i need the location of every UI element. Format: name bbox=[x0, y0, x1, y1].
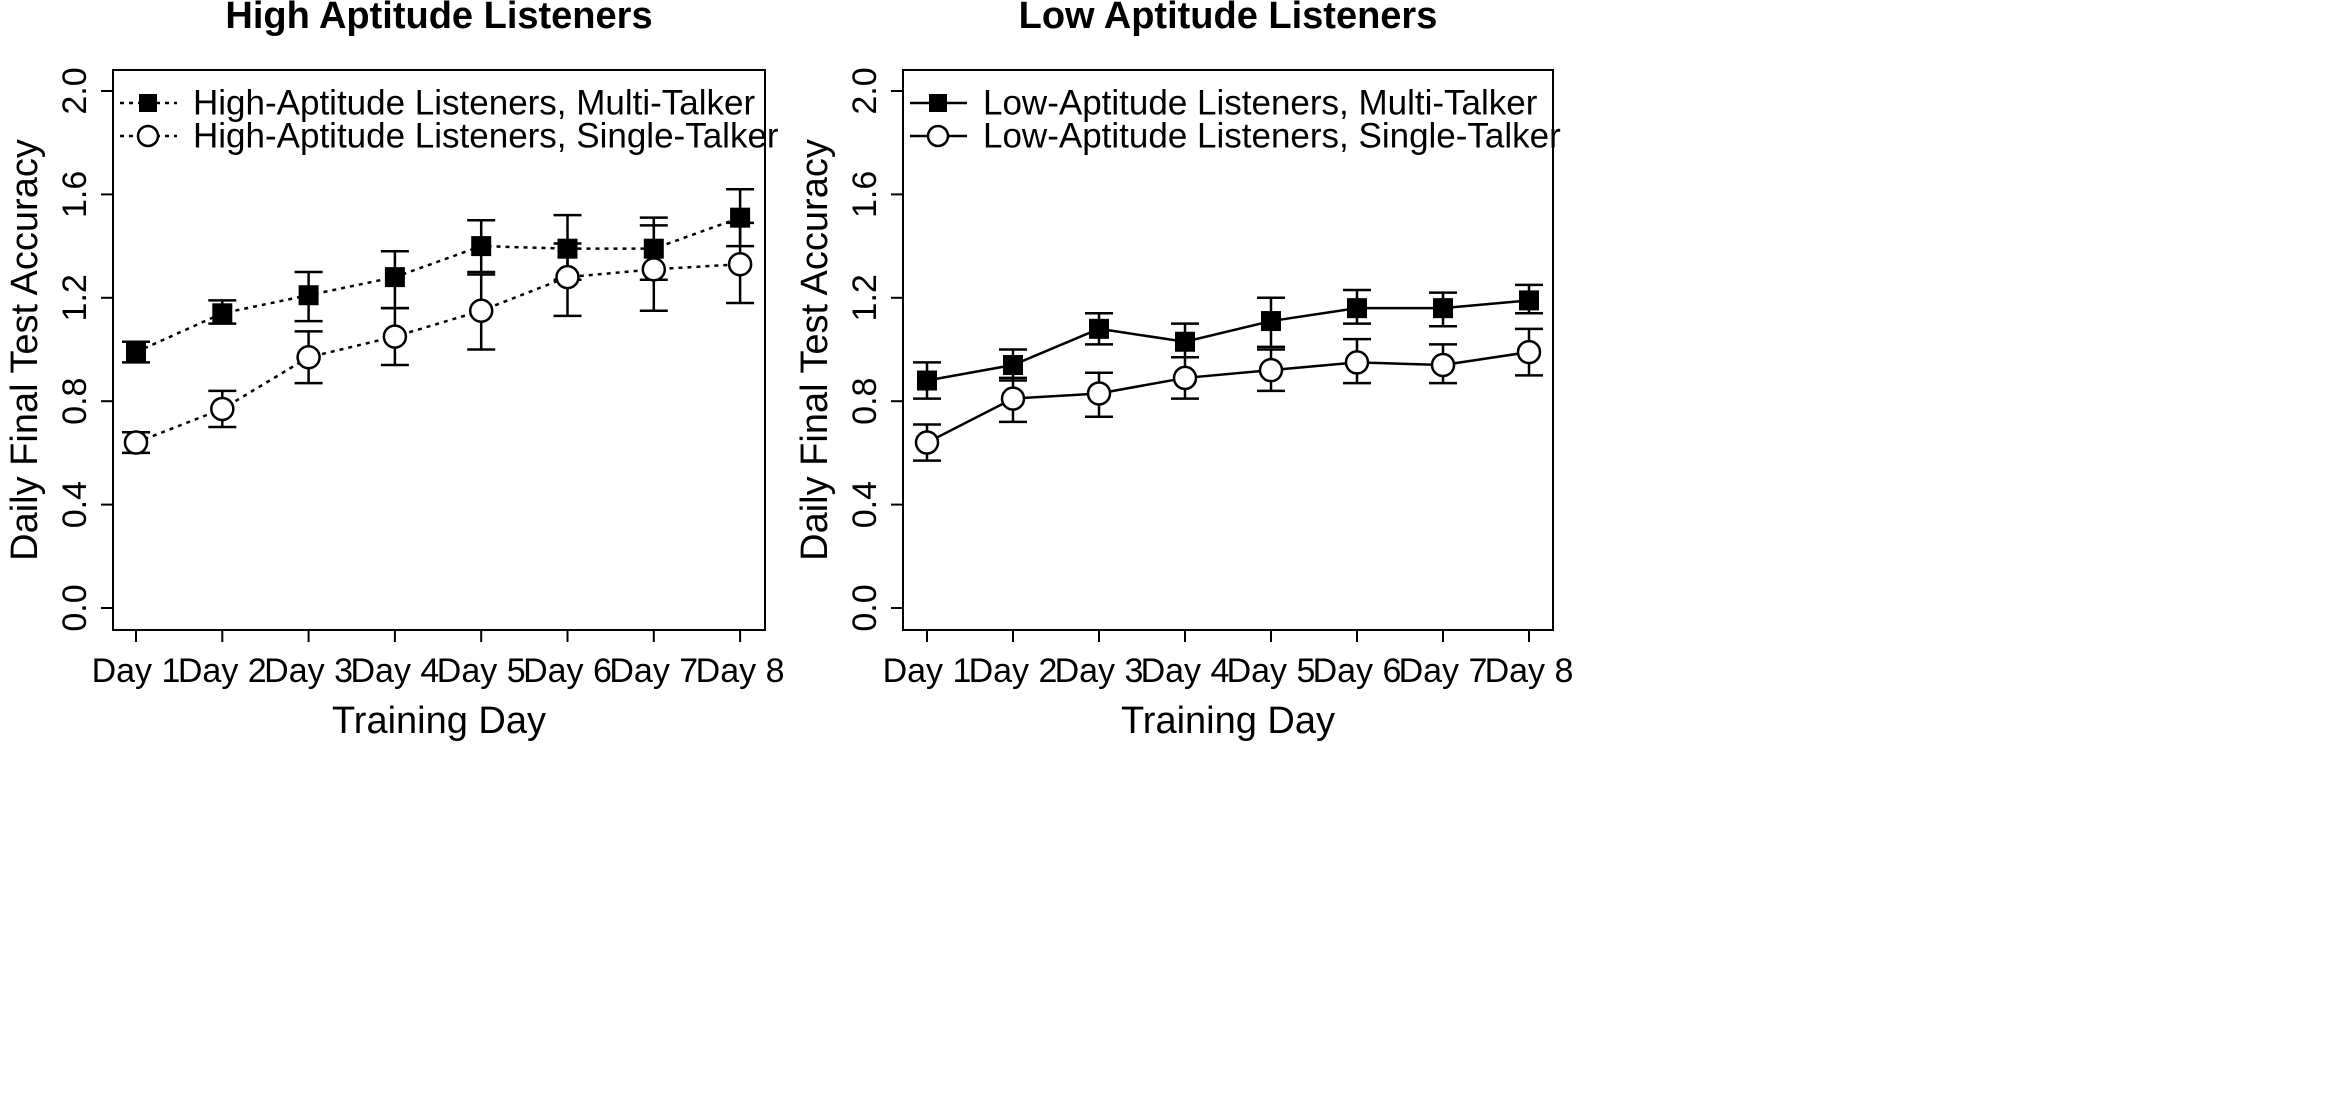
y-tick-label: 1.6 bbox=[56, 171, 94, 218]
data-point bbox=[210, 396, 235, 422]
data-point bbox=[555, 264, 580, 290]
data-point bbox=[1086, 381, 1112, 406]
data-point bbox=[1175, 331, 1195, 352]
x-tick-label: Day 1 bbox=[883, 652, 972, 690]
x-tick-label: Day 3 bbox=[1055, 652, 1144, 690]
chart-title: High Aptitude Listeners bbox=[225, 0, 652, 37]
y-axis-title: Daily Final Test Accuracy bbox=[4, 139, 46, 561]
y-tick-label: 1.2 bbox=[846, 274, 884, 321]
data-point bbox=[1003, 355, 1023, 376]
x-tick-label: Day 5 bbox=[437, 652, 526, 690]
y-tick-label: 0.8 bbox=[56, 378, 94, 425]
legend-marker bbox=[929, 94, 947, 112]
data-point bbox=[1519, 290, 1539, 311]
x-tick-label: Day 3 bbox=[264, 652, 353, 690]
data-point bbox=[296, 345, 321, 370]
series-2 bbox=[913, 327, 1543, 462]
x-tick-label: Day 6 bbox=[1313, 652, 1402, 690]
data-point bbox=[471, 236, 492, 257]
legend-label: Low-Aptitude Listeners, Single-Talker bbox=[983, 117, 1561, 156]
legend-label: High-Aptitude Listeners, Multi-Talker bbox=[193, 84, 756, 123]
x-tick-label: Day 4 bbox=[350, 652, 439, 690]
x-tick-label: Day 8 bbox=[1485, 652, 1574, 690]
y-tick-label: 0.4 bbox=[56, 481, 94, 528]
y-tick-label: 0.0 bbox=[56, 584, 94, 631]
y-tick-label: 0.4 bbox=[846, 481, 884, 528]
legend-label: Low-Aptitude Listeners, Multi-Talker bbox=[983, 84, 1538, 123]
series-1 bbox=[913, 283, 1543, 400]
data-point bbox=[1172, 365, 1198, 391]
x-tick-label: Day 5 bbox=[1227, 652, 1316, 690]
data-point bbox=[1000, 386, 1026, 411]
legend: High-Aptitude Listeners, Multi-TalkerHig… bbox=[120, 84, 779, 156]
data-point bbox=[1089, 318, 1109, 339]
y-tick-label: 2.0 bbox=[846, 67, 884, 114]
legend: Low-Aptitude Listeners, Multi-TalkerLow-… bbox=[910, 84, 1561, 156]
y-axis-title: Daily Final Test Accuracy bbox=[794, 139, 836, 561]
series-line bbox=[926, 350, 1530, 444]
x-axis-title: Training Day bbox=[332, 700, 546, 742]
data-point bbox=[126, 342, 146, 363]
series-2 bbox=[122, 221, 755, 455]
x-tick-label: Day 8 bbox=[696, 652, 785, 690]
x-tick-label: Day 2 bbox=[969, 652, 1058, 690]
legend-marker bbox=[136, 124, 160, 148]
chart-title: Low Aptitude Listeners bbox=[1019, 0, 1438, 37]
y-tick-label: 1.6 bbox=[846, 171, 884, 218]
x-tick-label: Day 1 bbox=[92, 652, 181, 690]
data-point bbox=[123, 430, 149, 455]
x-tick-label: Day 6 bbox=[523, 652, 612, 690]
data-point bbox=[641, 257, 667, 282]
legend-label: High-Aptitude Listeners, Single-Talker bbox=[193, 117, 779, 156]
data-point bbox=[1258, 357, 1284, 383]
chart-panel-1: High Aptitude Listeners 0.0 0.4 0.8 1.2 1.6 2.… bbox=[4, 0, 785, 742]
x-tick-label: Day 7 bbox=[1399, 652, 1488, 690]
series-line bbox=[926, 299, 1530, 382]
y-tick-label: 0.0 bbox=[846, 584, 884, 631]
x-tick-label: Day 7 bbox=[609, 652, 698, 690]
x-tick-label: Day 2 bbox=[178, 652, 267, 690]
data-point bbox=[382, 324, 408, 349]
data-point bbox=[1344, 350, 1370, 375]
x-axis-title: Training Day bbox=[1121, 700, 1335, 742]
data-point bbox=[1516, 339, 1542, 365]
data-point bbox=[384, 267, 405, 288]
data-point bbox=[298, 285, 319, 306]
data-point bbox=[1347, 298, 1367, 319]
data-point bbox=[914, 430, 940, 455]
data-point bbox=[917, 370, 937, 391]
chart-panel-2: Low Aptitude Listeners 0.0 0.4 0.8 1.2 1.6 2.0… bbox=[794, 0, 1573, 742]
x-tick-label: Day 4 bbox=[1141, 652, 1230, 690]
data-point bbox=[1433, 298, 1453, 319]
legend-marker bbox=[926, 124, 950, 148]
data-point bbox=[727, 251, 753, 277]
data-point bbox=[1430, 352, 1456, 378]
y-tick-label: 1.2 bbox=[56, 274, 94, 321]
series-line bbox=[135, 262, 741, 444]
series-line bbox=[135, 216, 741, 354]
data-point bbox=[468, 298, 494, 323]
data-point bbox=[212, 303, 233, 324]
data-point bbox=[1261, 311, 1281, 332]
legend-marker bbox=[139, 94, 157, 112]
y-tick-label: 0.8 bbox=[846, 378, 884, 425]
y-tick-label: 2.0 bbox=[56, 67, 94, 114]
